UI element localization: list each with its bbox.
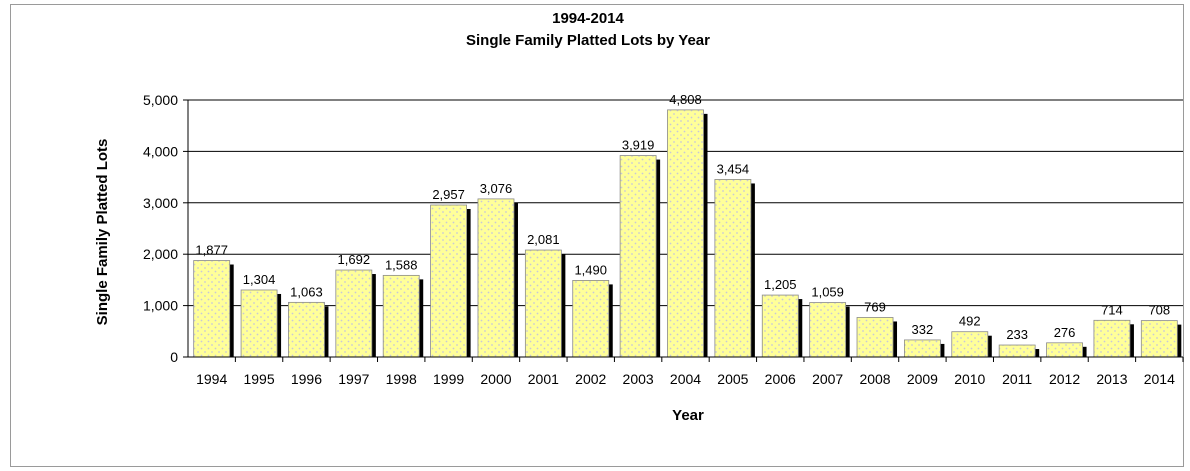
data-label: 3,919	[622, 138, 655, 153]
data-label: 1,205	[764, 277, 797, 292]
data-label: 2,081	[527, 232, 560, 247]
y-tick-label: 1,000	[143, 298, 178, 314]
axes	[187, 100, 1183, 358]
data-labels: 1,877 1,304 1,063 1,692 1,588 2,957 3,076 2,081…	[195, 92, 1170, 342]
data-label: 1,588	[385, 257, 418, 272]
x-tick-label: 2011	[1002, 371, 1032, 387]
bar	[524, 249, 562, 358]
x-axis-ticks: 1994 1995 1996 1997 1998 1999 2000 2001 2002 2003…	[196, 357, 1184, 387]
x-tick-label: 2014	[1144, 371, 1175, 387]
x-tick-label: 2002	[575, 371, 606, 387]
data-label: 714	[1101, 302, 1123, 317]
x-tick-label: 2009	[907, 371, 938, 387]
y-tick-label: 4,000	[143, 143, 178, 159]
y-tick-label: 2,000	[143, 246, 178, 262]
bar	[382, 274, 420, 358]
bar	[1046, 342, 1083, 358]
chart-frame	[10, 4, 1184, 467]
x-tick-label: 1999	[433, 371, 464, 387]
chart-title: 1994-2014	[552, 10, 624, 27]
x-tick-label: 1998	[386, 371, 417, 387]
bar	[951, 331, 989, 358]
bar	[193, 260, 231, 358]
data-label: 3,076	[480, 181, 513, 196]
x-tick-label: 1996	[291, 371, 322, 387]
bars	[193, 109, 1182, 358]
x-tick-label: 2006	[765, 371, 796, 387]
bar	[619, 155, 657, 358]
bar	[335, 269, 373, 358]
y-tick-label: 5,000	[143, 92, 178, 108]
x-tick-label: 2007	[812, 371, 843, 387]
x-tick-label: 2001	[528, 371, 559, 387]
data-label: 708	[1148, 303, 1170, 318]
data-label: 1,059	[811, 285, 844, 300]
bar	[1140, 320, 1178, 358]
y-tick-label: 3,000	[143, 195, 178, 211]
data-label: 492	[959, 314, 981, 329]
data-label: 769	[864, 299, 886, 314]
data-label: 233	[1006, 327, 1028, 342]
data-label: 276	[1054, 325, 1076, 340]
bar	[1093, 319, 1131, 358]
data-label: 332	[912, 322, 934, 337]
bar	[572, 280, 610, 358]
chart-subtitle: Single Family Platted Lots by Year	[466, 32, 710, 49]
data-label: 1,490	[574, 262, 607, 277]
bar	[430, 204, 468, 358]
x-axis-title: Year	[672, 407, 704, 424]
data-label: 1,692	[338, 252, 371, 267]
data-label: 4,808	[669, 92, 702, 107]
x-tick-label: 1995	[243, 371, 274, 387]
bar	[809, 302, 847, 358]
bar	[998, 344, 1036, 358]
x-tick-label: 1994	[196, 371, 227, 387]
data-label: 3,454	[717, 161, 750, 176]
bar	[904, 339, 941, 358]
x-tick-label: 2010	[954, 371, 985, 387]
x-tick-label: 2004	[670, 371, 701, 387]
bar	[667, 109, 704, 358]
x-tick-label: 2012	[1049, 371, 1080, 387]
x-tick-label: 1997	[338, 371, 369, 387]
bar	[856, 317, 894, 358]
x-tick-label: 2008	[859, 371, 890, 387]
x-tick-label: 2013	[1096, 371, 1127, 387]
x-tick-label: 2000	[480, 371, 511, 387]
data-label: 1,304	[243, 272, 276, 287]
x-tick-label: 2005	[717, 371, 748, 387]
y-tick-label: 0	[170, 349, 178, 365]
bar	[714, 179, 752, 358]
bar	[477, 198, 515, 358]
data-label: 2,957	[432, 187, 465, 202]
bar	[761, 294, 799, 358]
data-label: 1,877	[195, 243, 228, 258]
x-tick-label: 2003	[623, 371, 654, 387]
y-axis-title: Single Family Platted Lots	[94, 139, 111, 326]
bar	[288, 301, 325, 358]
bar	[240, 289, 278, 358]
data-label: 1,063	[290, 284, 323, 299]
y-axis-ticks: 0 1,000 2,000 3,000 4,000 5,000	[143, 92, 188, 365]
